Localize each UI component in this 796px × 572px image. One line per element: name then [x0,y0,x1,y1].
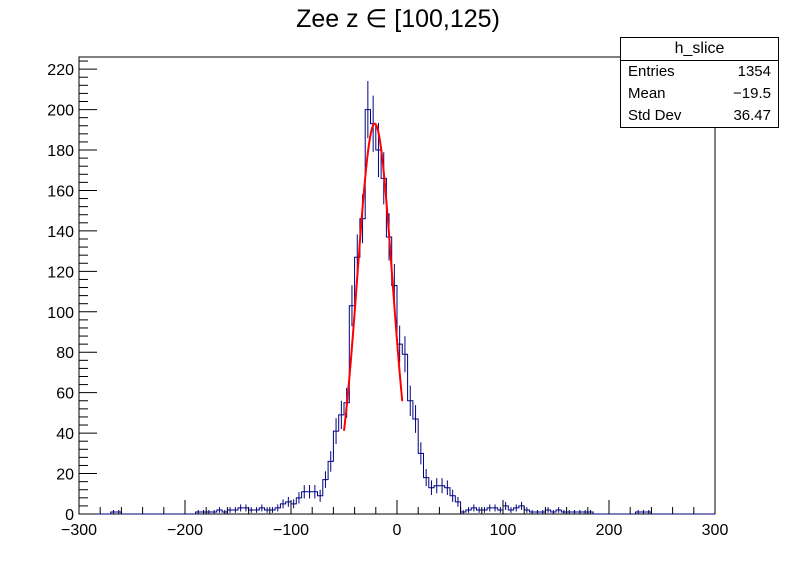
x-tick-label: −200 [167,522,203,539]
stats-row-entries: Entries 1354 [621,61,778,83]
fit-series [343,122,404,431]
stats-row-stddev: Std Dev 36.47 [621,105,778,127]
x-tick-label: −100 [273,522,309,539]
x-tick-label: 100 [490,522,517,539]
stats-row-mean: Mean −19.5 [621,83,778,105]
x-tick-label: 200 [596,522,623,539]
gaussian-fit-curve [343,122,404,431]
stats-box-title: h_slice [621,38,778,61]
histogram-outline [79,109,715,515]
y-tick-label: 220 [47,62,74,79]
x-tick-label: −300 [61,522,97,539]
y-tick-label: 20 [56,467,74,484]
y-tick-label: 160 [47,183,74,200]
y-tick-label: 100 [47,305,74,322]
stats-value: 36.47 [733,107,771,124]
stats-label: Mean [628,85,666,102]
stats-value: 1354 [737,63,771,80]
histogram-series [79,80,715,515]
x-tick-label: 300 [702,522,729,539]
y-tick-label: 200 [47,103,74,120]
y-tick-label: 140 [47,224,74,241]
stats-label: Std Dev [628,107,682,124]
y-tick-label: 0 [65,507,74,524]
y-tick-label: 40 [56,426,74,443]
y-tick-label: 180 [47,143,74,160]
stats-value: −19.5 [733,85,771,102]
x-tick-label: 0 [393,522,402,539]
y-tick-label: 80 [56,345,74,362]
stats-box: h_slice Entries 1354 Mean −19.5 Std Dev … [620,37,779,128]
chart-title: Zee z ∈ [100,125) [296,5,500,33]
axes: −300 −200 −100 0 100 200 300 0 20 40 60 80 100 120 140… [47,60,729,539]
stats-label: Entries [628,63,675,80]
y-tick-label: 120 [47,264,74,281]
y-tick-label: 60 [56,386,74,403]
